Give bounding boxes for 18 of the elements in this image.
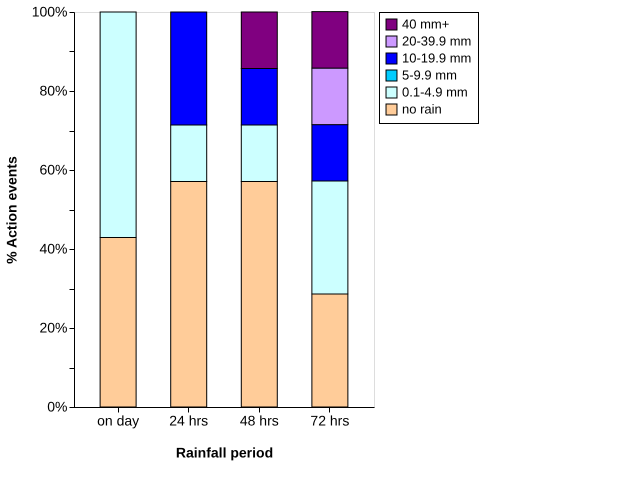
y-tick-label: 40% <box>39 240 68 256</box>
x-tick-label: 24 hrs <box>169 412 208 428</box>
x-tick-label: 72 hrs <box>310 412 350 428</box>
legend-label: 5-9.9 mm <box>402 68 457 82</box>
y-tick-label: 100% <box>32 4 68 20</box>
legend-label: 40 mm+ <box>402 16 450 32</box>
y-axis-title: % Action events <box>4 156 20 264</box>
y-tick-label: 80% <box>39 82 68 98</box>
y-tick-label: 0% <box>47 398 68 414</box>
legend-label: 0.1-4.9 mm <box>402 84 468 100</box>
y-tick-label: 60% <box>39 162 68 178</box>
legend-label: 20-39.9 mm <box>402 34 472 48</box>
x-tick-label: on day <box>97 412 140 428</box>
x-tick-label: 48 hrs <box>240 412 279 428</box>
y-tick-label: 20% <box>39 320 68 336</box>
x-axis-title: Rainfall period <box>176 444 274 460</box>
legend-label: no rain <box>402 102 442 116</box>
legend-label: 10-19.9 mm <box>402 50 472 66</box>
